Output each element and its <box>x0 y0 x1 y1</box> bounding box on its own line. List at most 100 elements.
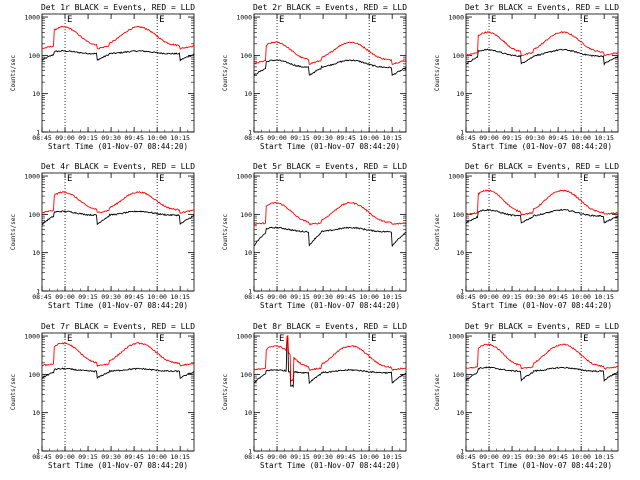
x-tick-label: 10:15 <box>382 293 402 301</box>
series-line-lld <box>253 334 407 383</box>
series-line-lld <box>253 41 407 65</box>
x-tick-label: 10:15 <box>594 453 614 461</box>
series-line-events <box>41 49 195 62</box>
x-axis-label: Start Time (01-Nov-07 08:44:20) <box>472 461 612 470</box>
x-tick-label: 09:45 <box>124 134 144 142</box>
plot-frame <box>465 332 619 452</box>
y-tick-label: 100 <box>28 371 40 379</box>
y-tick-label: 1000 <box>448 14 464 22</box>
x-tick-label: 09:45 <box>548 453 568 461</box>
y-tick-label: 100 <box>28 211 40 219</box>
y-tick-label: 100 <box>240 52 252 60</box>
marker-label: E <box>371 15 376 25</box>
x-tick-label: 08:45 <box>244 453 264 461</box>
plot-frame <box>41 13 195 133</box>
x-tick-label: 10:00 <box>359 453 379 461</box>
y-tick-label: 10 <box>456 409 464 417</box>
marker-label: E <box>491 15 496 25</box>
y-tick-label: 100 <box>452 211 464 219</box>
y-tick-label: 1000 <box>448 173 464 181</box>
x-tick-label: 09:30 <box>313 134 333 142</box>
series-line-events <box>465 208 619 224</box>
x-tick-label: 09:30 <box>525 453 545 461</box>
x-axis-label: Start Time (01-Nov-07 08:44:20) <box>260 461 400 470</box>
x-axis-label: Start Time (01-Nov-07 08:44:20) <box>48 461 188 470</box>
chart-panel-7: Det 7r BLACK = Events, RED = LLD E E 1 10 100… <box>10 322 195 470</box>
y-tick-label: 1000 <box>236 333 252 341</box>
chart-panel-9: Det 9r BLACK = Events, RED = LLD E E 1 10 100… <box>434 322 619 470</box>
x-tick-label: 09:45 <box>336 134 356 142</box>
series-line-lld <box>465 343 619 370</box>
series-line-events <box>253 59 407 77</box>
y-axis-label: Counts/sec <box>434 214 441 251</box>
x-tick-label: 09:00 <box>55 293 75 301</box>
y-tick-label: 1 <box>248 129 252 137</box>
x-tick-label: 10:00 <box>571 293 591 301</box>
series-line-events <box>41 367 195 379</box>
marker-label: E <box>371 334 376 344</box>
chart-title: Det 1r BLACK = Events, RED = LLD <box>41 3 195 12</box>
x-tick-label: 10:15 <box>170 453 190 461</box>
chart-title: Det 5r BLACK = Events, RED = LLD <box>253 162 407 171</box>
x-tick-label: 09:15 <box>502 134 522 142</box>
marker-label: E <box>279 334 284 344</box>
x-tick-label: 09:45 <box>336 453 356 461</box>
x-tick-label: 10:00 <box>359 293 379 301</box>
y-tick-label: 10 <box>244 249 252 257</box>
y-axis-label: Counts/sec <box>10 55 17 92</box>
x-axis-label: Start Time (01-Nov-07 08:44:20) <box>48 142 188 151</box>
chart-panel-8: Det 8r BLACK = Events, RED = LLD E E 1 10 100… <box>222 322 407 470</box>
chart-title: Det 4r BLACK = Events, RED = LLD <box>41 162 195 171</box>
x-tick-label: 09:45 <box>548 293 568 301</box>
x-tick-label: 09:30 <box>101 134 121 142</box>
marker-label: E <box>279 174 284 184</box>
y-tick-label: 1 <box>460 288 464 296</box>
y-tick-label: 1 <box>36 288 40 296</box>
x-tick-label: 10:15 <box>382 134 402 142</box>
x-tick-label: 10:15 <box>170 134 190 142</box>
plot-frame <box>41 172 195 292</box>
marker-label: E <box>67 15 72 25</box>
x-tick-label: 10:15 <box>594 293 614 301</box>
x-axis-label: Start Time (01-Nov-07 08:44:20) <box>260 142 400 151</box>
series-line-lld <box>41 191 195 214</box>
chart-panel-1: Det 1r BLACK = Events, RED = LLD E E 1 10 100… <box>10 3 195 151</box>
x-tick-label: 08:45 <box>32 453 52 461</box>
x-tick-label: 10:00 <box>147 453 167 461</box>
marker-label: E <box>159 15 164 25</box>
x-tick-label: 08:45 <box>32 293 52 301</box>
marker-label: E <box>371 174 376 184</box>
x-tick-label: 08:45 <box>456 453 476 461</box>
chart-panel-5: Det 5r BLACK = Events, RED = LLD E E 1 10 100… <box>222 162 407 310</box>
x-tick-label: 09:00 <box>267 134 287 142</box>
x-axis-label: Start Time (01-Nov-07 08:44:20) <box>48 301 188 310</box>
chart-title: Det 7r BLACK = Events, RED = LLD <box>41 322 195 331</box>
x-axis-label: Start Time (01-Nov-07 08:44:20) <box>472 142 612 151</box>
y-tick-label: 10 <box>32 249 40 257</box>
x-tick-label: 10:00 <box>147 293 167 301</box>
y-tick-label: 100 <box>240 211 252 219</box>
y-tick-label: 100 <box>240 371 252 379</box>
x-axis-label: Start Time (01-Nov-07 08:44:20) <box>260 301 400 310</box>
series-line-events <box>41 210 195 226</box>
x-tick-label: 10:15 <box>170 293 190 301</box>
marker-label: E <box>491 334 496 344</box>
y-tick-label: 1000 <box>236 173 252 181</box>
y-tick-label: 100 <box>28 52 40 60</box>
x-tick-label: 09:45 <box>336 293 356 301</box>
series-line-events <box>253 337 407 389</box>
y-tick-label: 1 <box>460 448 464 456</box>
x-tick-label: 10:15 <box>382 453 402 461</box>
marker-label: E <box>67 334 72 344</box>
x-tick-label: 09:15 <box>290 293 310 301</box>
chart-title: Det 2r BLACK = Events, RED = LLD <box>253 3 407 12</box>
chart-panel-4: Det 4r BLACK = Events, RED = LLD E E 1 10 100… <box>10 162 195 310</box>
marker-label: E <box>159 334 164 344</box>
plot-frame <box>253 332 407 452</box>
y-tick-label: 1 <box>36 448 40 456</box>
y-tick-label: 1 <box>460 129 464 137</box>
series-line-events <box>465 48 619 66</box>
x-tick-label: 09:15 <box>78 293 98 301</box>
x-tick-label: 09:15 <box>78 453 98 461</box>
x-tick-label: 08:45 <box>244 134 264 142</box>
